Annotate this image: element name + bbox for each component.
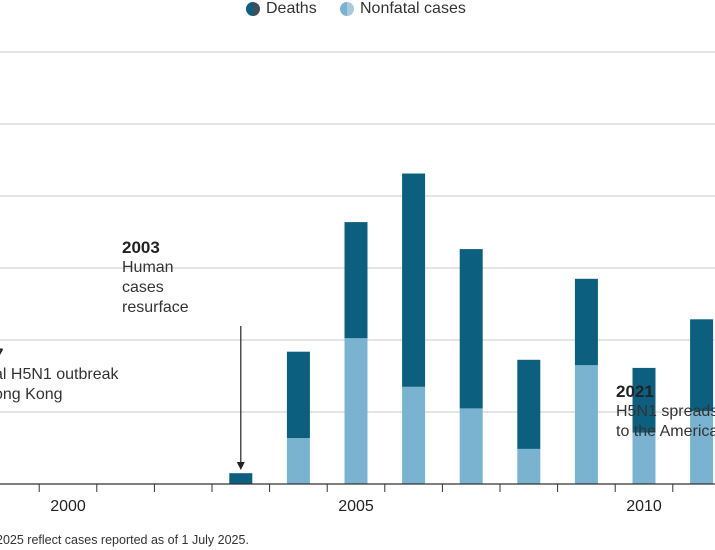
legend-nonfatal: Nonfatal cases <box>340 0 466 18</box>
bar-deaths-2009 <box>574 278 598 366</box>
annotation-2021: 2021 H5N1 spreads to the America <box>616 382 715 442</box>
footnote: 2025 reflect cases reported as of 1 July… <box>0 533 249 547</box>
annotation-2003-line2: cases <box>122 279 164 296</box>
legend-deaths-label: Deaths <box>266 0 317 17</box>
x-tick-label-2005: 2005 <box>338 498 374 515</box>
bar-nonfatal-2005 <box>344 338 368 484</box>
x-tick-label-2000: 2000 <box>50 498 86 515</box>
annotation-2021-line2: to the America <box>616 423 715 440</box>
bar-nonfatal-2006 <box>402 386 426 484</box>
bar-deaths-2005 <box>344 222 368 339</box>
annotation-2003-year: 2003 <box>122 238 160 257</box>
bars <box>229 173 714 484</box>
bar-deaths-2006 <box>402 173 426 387</box>
bar-nonfatal-2007 <box>459 408 483 484</box>
bar-deaths-2011 <box>690 319 714 412</box>
annotation-2003-line3: resurface <box>122 299 189 316</box>
bar-deaths-2007 <box>459 249 483 409</box>
annotation-2003-line1: Human <box>122 259 174 276</box>
bar-deaths-2010 <box>632 367 656 433</box>
bar-nonfatal-2011 <box>690 411 714 484</box>
x-tick-label-2010: 2010 <box>626 498 662 515</box>
bar-nonfatal-2008 <box>517 448 541 484</box>
legend: Deaths Nonfatal cases <box>0 0 715 20</box>
legend-nonfatal-label: Nonfatal cases <box>360 0 466 17</box>
nonfatal-swatch-icon <box>340 2 354 16</box>
x-axis: 20002005201020152020 <box>0 483 715 515</box>
annotation-2003: 2003 Human cases resurface <box>122 238 189 318</box>
annotation-1997: 7 al H5N1 outbreak ong Kong <box>0 345 119 405</box>
bar-deaths-2008 <box>517 359 541 449</box>
deaths-swatch-icon <box>246 2 260 16</box>
bar-deaths-2003 <box>229 473 253 484</box>
bar-nonfatal-2009 <box>574 365 598 484</box>
annotation-arrows <box>236 326 245 470</box>
bar-nonfatal-2010 <box>632 432 656 484</box>
annotation-1997-line2: ong Kong <box>0 386 63 403</box>
legend-deaths: Deaths <box>246 0 317 18</box>
annotation-2021-line1: H5N1 spreads <box>616 403 715 420</box>
bar-deaths-2004 <box>286 351 310 439</box>
arrow-2003-head <box>236 462 245 470</box>
annotation-2021-year: 2021 <box>616 382 654 401</box>
bar-nonfatal-2004 <box>286 438 310 484</box>
annotation-1997-line1: al H5N1 outbreak <box>0 366 119 383</box>
annotation-1997-year: 7 <box>0 345 119 365</box>
